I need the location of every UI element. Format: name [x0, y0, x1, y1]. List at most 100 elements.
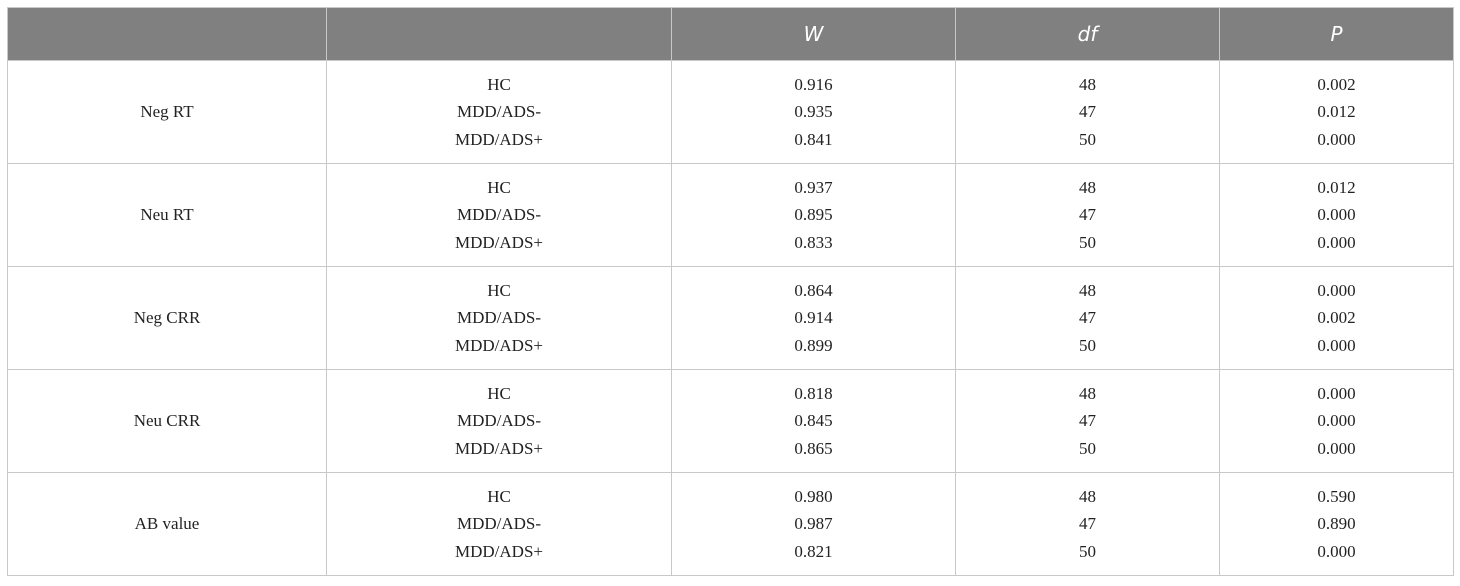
group-row: Neg CRR HC MDD/ADS- MDD/ADS+ 0.864 0.914 0.899… — [7, 266, 1454, 370]
header-cell: W — [671, 7, 956, 61]
value: 0.818 — [794, 383, 833, 403]
value: 48 — [1079, 383, 1096, 403]
value: 0.000 — [1317, 280, 1356, 300]
group-name: MDD/ADS+ — [455, 335, 543, 355]
value: 47 — [1079, 102, 1096, 122]
value: 47 — [1079, 411, 1096, 431]
cell: 0.000 0.002 0.000 — [1219, 266, 1454, 370]
value: 50 — [1079, 335, 1096, 355]
value: 0.000 — [1317, 541, 1356, 561]
cell: 0.012 0.000 0.000 — [1219, 163, 1454, 267]
cell: 48 47 50 — [955, 472, 1220, 576]
cell: 48 47 50 — [955, 163, 1220, 267]
value: 48 — [1079, 280, 1096, 300]
cell: 0.002 0.012 0.000 — [1219, 60, 1454, 164]
value: 0.000 — [1317, 411, 1356, 431]
value: 0.841 — [794, 129, 833, 149]
value: 0.590 — [1317, 486, 1356, 506]
value: 0.000 — [1317, 438, 1356, 458]
value: 0.935 — [794, 102, 833, 122]
value: 0.890 — [1317, 514, 1356, 534]
table-body: Neg RT HC MDD/ADS- MDD/ADS+ 0.916 0.935 0.841 4… — [7, 60, 1454, 576]
value: 0.845 — [794, 411, 833, 431]
cell: HC MDD/ADS- MDD/ADS+ — [326, 472, 672, 576]
value: 0.833 — [794, 232, 833, 252]
value: 0.821 — [794, 541, 833, 561]
group-row: Neg RT HC MDD/ADS- MDD/ADS+ 0.916 0.935 0.841 4… — [7, 60, 1454, 164]
cell: HC MDD/ADS- MDD/ADS+ — [326, 60, 672, 164]
group-label: AB value — [7, 472, 327, 576]
cell: HC MDD/ADS- MDD/ADS+ — [326, 163, 672, 267]
cell: HC MDD/ADS- MDD/ADS+ — [326, 369, 672, 473]
value: 0.000 — [1317, 205, 1356, 225]
value: 50 — [1079, 129, 1096, 149]
value: 0.000 — [1317, 335, 1356, 355]
value: 47 — [1079, 308, 1096, 328]
group-name: MDD/ADS+ — [455, 438, 543, 458]
group-label: Neu RT — [7, 163, 327, 267]
value: 0.000 — [1317, 129, 1356, 149]
cell: 0.000 0.000 0.000 — [1219, 369, 1454, 473]
value: 50 — [1079, 541, 1096, 561]
cell: 0.590 0.890 0.000 — [1219, 472, 1454, 576]
cell: 48 47 50 — [955, 369, 1220, 473]
group-name: HC — [487, 383, 511, 403]
value: 0.914 — [794, 308, 833, 328]
value: 47 — [1079, 514, 1096, 534]
value: 0.012 — [1317, 102, 1356, 122]
group-name: MDD/ADS+ — [455, 232, 543, 252]
value: 0.864 — [794, 280, 833, 300]
group-name: HC — [487, 74, 511, 94]
value: 0.895 — [794, 205, 833, 225]
group-name: MDD/ADS+ — [455, 129, 543, 149]
group-name: MDD/ADS- — [456, 205, 542, 225]
group-name: MDD/ADS- — [456, 514, 542, 534]
value: 0.937 — [794, 177, 833, 197]
group-name: MDD/ADS- — [456, 411, 542, 431]
group-label: Neg CRR — [7, 266, 327, 370]
cell: 0.980 0.987 0.821 — [671, 472, 956, 576]
cell: HC MDD/ADS- MDD/ADS+ — [326, 266, 672, 370]
group-name: HC — [487, 177, 511, 197]
cell: 48 47 50 — [955, 266, 1220, 370]
header-cell — [7, 7, 327, 61]
value: 0.002 — [1317, 308, 1356, 328]
cell: 48 47 50 — [955, 60, 1220, 164]
value: 0.000 — [1317, 232, 1356, 252]
group-name: MDD/ADS+ — [455, 541, 543, 561]
value: 50 — [1079, 438, 1096, 458]
cell: 0.937 0.895 0.833 — [671, 163, 956, 267]
header-cell — [326, 7, 672, 61]
value: 47 — [1079, 205, 1096, 225]
cell: 0.916 0.935 0.841 — [671, 60, 956, 164]
group-label: Neu CRR — [7, 369, 327, 473]
value: 0.899 — [794, 335, 833, 355]
value: 0.000 — [1317, 383, 1356, 403]
group-name: MDD/ADS- — [456, 102, 542, 122]
group-row: Neu CRR HC MDD/ADS- MDD/ADS+ 0.818 0.845 0.865… — [7, 369, 1454, 473]
header-cell: df — [955, 7, 1220, 61]
group-name: HC — [487, 280, 511, 300]
cell: 0.818 0.845 0.865 — [671, 369, 956, 473]
cell: 0.864 0.914 0.899 — [671, 266, 956, 370]
group-name: HC — [487, 486, 511, 506]
value: 48 — [1079, 177, 1096, 197]
group-row: AB value HC MDD/ADS- MDD/ADS+ 0.980 0.987 0.82… — [7, 472, 1454, 576]
header-cell: P — [1219, 7, 1454, 61]
value: 48 — [1079, 486, 1096, 506]
value: 0.002 — [1317, 74, 1356, 94]
value: 48 — [1079, 74, 1096, 94]
group-name: MDD/ADS- — [456, 308, 542, 328]
value: 0.987 — [794, 514, 833, 534]
group-row: Neu RT HC MDD/ADS- MDD/ADS+ 0.937 0.895 0.833 4… — [7, 163, 1454, 267]
value: 50 — [1079, 232, 1096, 252]
value: 0.980 — [794, 486, 833, 506]
group-label: Neg RT — [7, 60, 327, 164]
value: 0.916 — [794, 74, 833, 94]
value: 0.865 — [794, 438, 833, 458]
value: 0.012 — [1317, 177, 1356, 197]
